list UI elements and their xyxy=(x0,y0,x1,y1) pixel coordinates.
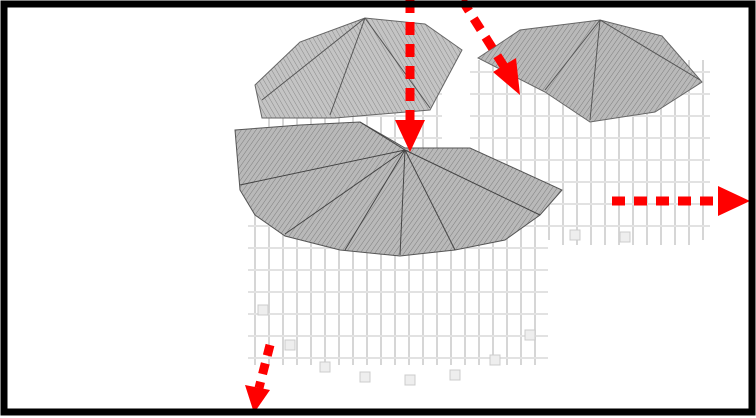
roof-back-right xyxy=(477,19,703,123)
arrow-down xyxy=(395,0,425,152)
arrow-diagonal xyxy=(458,0,520,95)
roof-front xyxy=(234,121,563,257)
arrows xyxy=(245,0,750,413)
arrow-right xyxy=(612,186,750,216)
arrow-down-left xyxy=(245,343,275,413)
